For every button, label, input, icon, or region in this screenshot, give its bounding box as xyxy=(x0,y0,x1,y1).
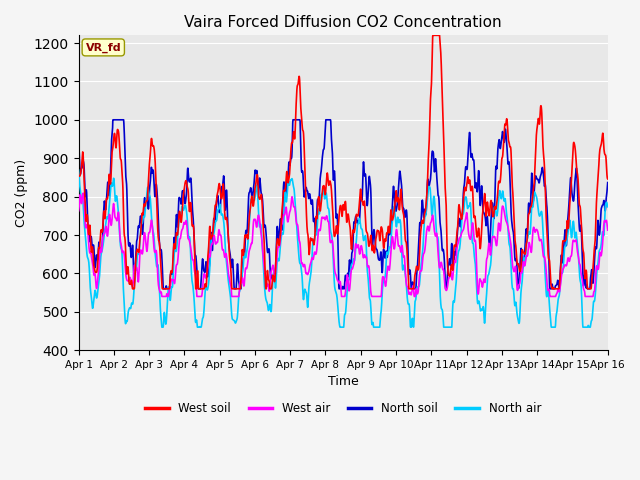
Text: VR_fd: VR_fd xyxy=(86,42,121,52)
Title: Vaira Forced Diffusion CO2 Concentration: Vaira Forced Diffusion CO2 Concentration xyxy=(184,15,502,30)
Y-axis label: CO2 (ppm): CO2 (ppm) xyxy=(15,159,28,227)
Legend: West soil, West air, North soil, North air: West soil, West air, North soil, North a… xyxy=(140,397,546,420)
X-axis label: Time: Time xyxy=(328,375,358,388)
